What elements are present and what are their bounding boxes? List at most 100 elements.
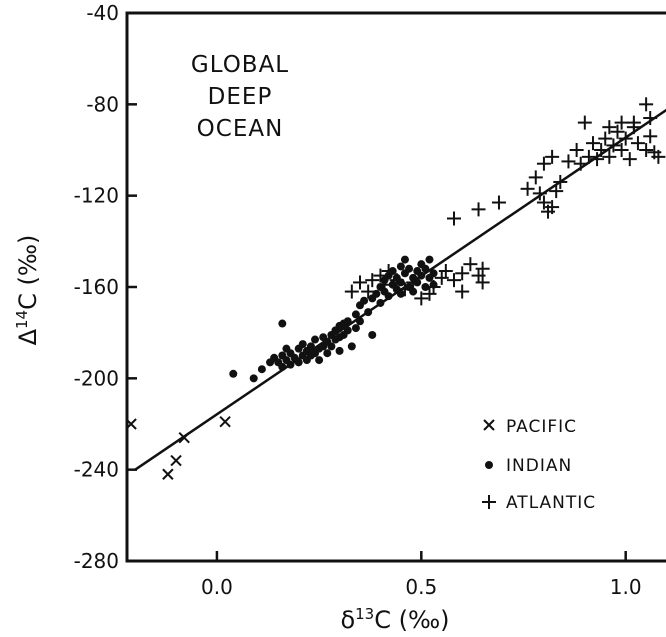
data-point-atlantic	[606, 138, 621, 153]
data-point-atlantic	[610, 124, 625, 139]
data-point-atlantic	[598, 131, 613, 146]
data-point-indian	[421, 264, 430, 273]
x-tick-label: 1.0	[610, 575, 642, 599]
data-point-indian	[364, 308, 373, 317]
data-point-atlantic	[561, 154, 576, 169]
data-point-atlantic	[475, 261, 490, 276]
regression-line-layer	[134, 108, 666, 471]
data-point-atlantic	[577, 115, 592, 130]
data-point-atlantic	[397, 282, 412, 297]
data-point-atlantic	[643, 111, 658, 126]
data-point-atlantic	[569, 143, 584, 157]
data-point-atlantic	[643, 129, 658, 144]
y-axis-title-rest: C (‰)	[14, 235, 42, 310]
title-line-3: OCEAN	[197, 116, 284, 142]
data-point-atlantic	[614, 143, 629, 157]
legend-label-pacific: PACIFIC	[506, 417, 577, 437]
y-tick-label: -80	[86, 92, 119, 116]
data-point-atlantic	[361, 284, 376, 299]
data-point-atlantic	[581, 149, 596, 164]
data-point-indian	[323, 349, 332, 358]
data-point-atlantic	[455, 266, 470, 281]
data-point-atlantic	[528, 170, 543, 185]
data-point-indian	[286, 360, 295, 369]
data-point-indian	[335, 346, 344, 355]
data-point-indian	[396, 289, 405, 298]
data-point-indian	[327, 342, 336, 351]
data-point-atlantic	[614, 115, 629, 130]
legend-label-indian: INDIAN	[506, 456, 572, 476]
data-point-pacific	[170, 454, 182, 467]
data-point-pacific	[162, 468, 174, 480]
y-tick-label: -120	[74, 184, 119, 208]
data-point-atlantic	[651, 149, 666, 164]
data-point-indian	[229, 369, 238, 378]
data-point-atlantic	[475, 275, 490, 290]
data-point-atlantic	[639, 97, 654, 112]
legend-marker-atlantic	[482, 495, 496, 509]
data-point-indian	[278, 319, 287, 328]
data-point-pacific	[178, 431, 190, 444]
data-point-atlantic	[590, 152, 605, 167]
data-point-indian	[400, 255, 409, 264]
y-axis-title-superscript: 14	[13, 310, 31, 329]
data-point-atlantic	[471, 202, 486, 217]
data-point-atlantic	[447, 211, 462, 226]
data-point-atlantic	[573, 156, 588, 171]
title-line-1: GLOBAL	[191, 52, 289, 78]
data-point-indian	[278, 362, 287, 371]
data-point-atlantic	[618, 131, 633, 146]
y-axis-title-symbol: Δ	[14, 328, 42, 345]
data-point-atlantic	[377, 277, 392, 292]
data-point-atlantic	[602, 120, 617, 135]
data-point-atlantic	[585, 136, 600, 151]
data-point-atlantic	[630, 136, 645, 151]
data-point-indian	[405, 264, 414, 273]
legend: PACIFIC INDIAN ATLANTIC	[482, 417, 595, 513]
x-axis-title-superscript: 13	[355, 605, 374, 623]
series-pacific	[125, 416, 231, 480]
data-point-indian	[343, 326, 352, 335]
data-point-indian	[368, 330, 377, 339]
data-point-indian	[384, 292, 393, 301]
data-point-atlantic	[545, 149, 560, 164]
data-point-indian	[351, 324, 360, 333]
data-point-indian	[311, 335, 320, 344]
data-point-atlantic	[536, 156, 551, 171]
data-point-atlantic	[491, 195, 506, 210]
data-point-atlantic	[536, 195, 551, 210]
data-point-indian	[376, 298, 385, 307]
data-point-atlantic	[381, 264, 396, 279]
series-atlantic	[344, 97, 666, 306]
data-point-indian	[249, 374, 258, 383]
x-axis-title-symbol: δ	[340, 606, 355, 634]
x-tick-label: 0.5	[405, 575, 437, 599]
data-point-atlantic	[545, 200, 560, 215]
data-point-atlantic	[602, 149, 617, 164]
y-axis-title: Δ14C (‰)	[13, 235, 42, 346]
data-point-atlantic	[373, 268, 388, 283]
data-point-indian	[343, 317, 352, 326]
data-point-indian	[360, 296, 369, 305]
chart-title: GLOBAL DEEP OCEAN	[191, 52, 289, 142]
title-line-2: DEEP	[208, 84, 273, 110]
y-tick-label: -200	[74, 366, 119, 390]
data-point-atlantic	[553, 174, 568, 189]
data-point-indian	[294, 358, 303, 367]
x-axis-title: δ13C (‰)	[340, 605, 449, 634]
data-point-indian	[347, 342, 356, 351]
data-point-atlantic	[520, 181, 535, 196]
data-points	[125, 97, 666, 480]
y-tick-label: -280	[74, 549, 119, 573]
data-point-atlantic	[426, 280, 441, 294]
series-indian	[229, 255, 438, 383]
y-axis-ticks: -40 -80 -120 -160 -200 -240 -280	[74, 1, 137, 573]
data-point-atlantic	[626, 115, 641, 130]
data-point-atlantic	[352, 275, 367, 290]
y-tick-label: -160	[74, 275, 119, 299]
data-point-indian	[306, 342, 315, 351]
regression-line	[134, 108, 666, 471]
data-point-atlantic	[594, 143, 609, 157]
data-point-indian	[429, 269, 438, 278]
